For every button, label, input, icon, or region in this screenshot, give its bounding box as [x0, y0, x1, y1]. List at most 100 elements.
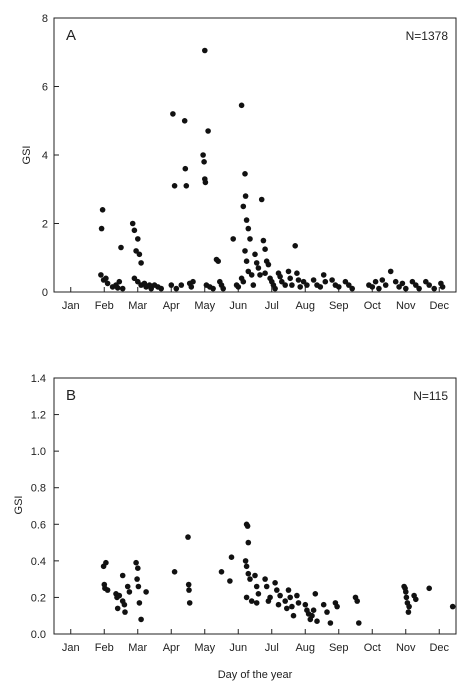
sample-size-annotation: N=115 [413, 389, 448, 403]
data-point [136, 251, 143, 258]
data-point [99, 207, 106, 213]
panel-label: B [66, 387, 76, 404]
data-point [186, 600, 193, 606]
data-point [304, 282, 310, 288]
data-point [228, 554, 235, 560]
data-point [403, 285, 409, 292]
data-point [188, 284, 195, 290]
data-point [449, 603, 456, 610]
data-point [171, 183, 178, 189]
data-point [346, 282, 352, 288]
y-tick-label: 6 [42, 82, 48, 94]
data-point [253, 583, 260, 590]
data-point [314, 618, 320, 624]
y-ticks: 0.0 0.2 0.4 0.6 0.8 1.0 1.2 1.4 [31, 373, 59, 641]
data-point [143, 589, 149, 595]
data-point [285, 268, 292, 275]
data-point [243, 258, 250, 265]
y-tick-label: 1.2 [31, 410, 46, 422]
data-point [294, 592, 300, 599]
data-point [392, 278, 399, 285]
data-point [284, 605, 290, 612]
y-axis-label: GSI [13, 496, 25, 515]
data-point [118, 244, 124, 251]
data-point [275, 601, 282, 608]
data-point [253, 600, 260, 606]
x-tick-label: Jan [62, 300, 80, 312]
x-tick-label: Nov [396, 300, 416, 312]
data-point [103, 559, 109, 566]
x-tick-label: May [194, 300, 215, 312]
data-point [329, 277, 335, 283]
data-point [282, 282, 289, 288]
data-point [376, 285, 382, 292]
data-point [178, 282, 185, 288]
data-point [253, 260, 260, 266]
y-axis-label: GSI [21, 146, 33, 165]
data-point [242, 193, 249, 199]
data-point [129, 220, 136, 227]
data-point [257, 272, 263, 278]
x-tick-label: Aug [295, 642, 315, 654]
x-tick-label: May [194, 642, 215, 654]
data-point [349, 285, 356, 292]
data-point [247, 576, 253, 582]
data-point [413, 596, 419, 603]
data-point [245, 570, 252, 577]
data-point [272, 580, 278, 586]
data-points [100, 521, 456, 626]
data-point [183, 183, 190, 189]
data-point [309, 612, 315, 619]
data-point [245, 225, 252, 232]
data-point [382, 282, 389, 288]
data-point [262, 246, 268, 252]
data-point [135, 583, 142, 590]
data-point [287, 275, 294, 282]
data-points [98, 47, 446, 292]
data-point [439, 284, 446, 290]
data-point [290, 612, 297, 619]
plot-frame [53, 17, 457, 293]
data-point [200, 152, 206, 158]
data-point [317, 284, 324, 290]
y-tick-label: 1.0 [31, 446, 46, 458]
data-point [135, 565, 141, 571]
data-point [182, 165, 189, 172]
x-tick-label: Aug [295, 300, 315, 312]
x-tick-label: Mar [128, 300, 147, 312]
data-point [230, 236, 236, 242]
data-point [396, 284, 402, 290]
data-point [104, 587, 111, 593]
panel-b: B N=115 GSI Day of the year 0.0 0.2 0.4 0.6… [13, 373, 457, 681]
data-point [243, 594, 250, 601]
data-point [320, 601, 327, 608]
data-point [282, 598, 289, 604]
data-point [245, 539, 252, 546]
data-point [202, 47, 208, 54]
data-point [252, 572, 258, 579]
data-point [320, 272, 327, 278]
data-point [210, 285, 216, 292]
data-point [324, 609, 330, 615]
x-tick-label: Feb [95, 642, 114, 654]
data-point [243, 563, 250, 570]
data-point [168, 282, 175, 288]
data-point [134, 576, 140, 582]
data-point [379, 277, 386, 283]
data-point [431, 285, 438, 292]
data-point [403, 594, 410, 601]
data-point [98, 272, 104, 278]
data-point [133, 559, 139, 566]
data-point [262, 270, 268, 277]
x-ticks: Jan Feb Mar Apr May Jun Jul Aug Sep Oct Nov Dec [62, 287, 450, 312]
data-point [426, 282, 433, 288]
y-tick-label: 0 [42, 287, 48, 299]
data-point [245, 268, 252, 275]
data-point [205, 128, 211, 134]
sample-size-annotation: N=1378 [406, 29, 449, 43]
data-point [242, 171, 248, 177]
x-tick-label: Nov [396, 642, 416, 654]
data-point [136, 600, 143, 606]
data-point [181, 118, 188, 124]
y-tick-label: 0.2 [31, 592, 46, 604]
